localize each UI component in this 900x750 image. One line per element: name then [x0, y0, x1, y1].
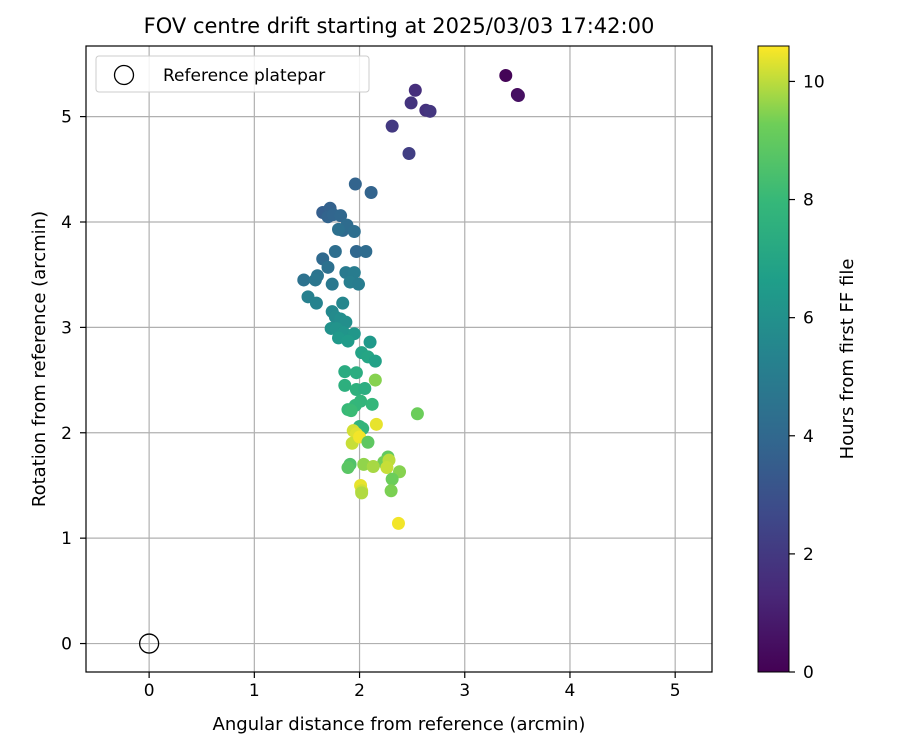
data-point — [365, 397, 379, 411]
data-point — [404, 96, 418, 110]
data-point — [366, 459, 380, 473]
data-point — [332, 222, 346, 236]
data-point — [334, 209, 348, 223]
data-point — [384, 484, 398, 498]
data-point — [423, 104, 437, 118]
data-point — [297, 273, 311, 287]
x-tick-label: 3 — [459, 681, 470, 701]
data-point — [336, 296, 350, 310]
x-tick-label: 0 — [144, 681, 155, 701]
colorbar-tick-label: 6 — [803, 309, 814, 329]
x-tick-label: 5 — [670, 681, 681, 701]
data-point — [341, 461, 355, 475]
data-point — [321, 260, 335, 274]
data-point — [363, 335, 377, 349]
data-point — [358, 382, 372, 396]
data-point — [368, 373, 382, 387]
data-point — [344, 404, 358, 418]
y-tick-label: 1 — [61, 529, 72, 549]
x-axis-label: Angular distance from reference (arcmin) — [213, 714, 586, 735]
data-point — [325, 277, 339, 291]
y-tick-label: 4 — [61, 213, 72, 233]
y-tick-label: 5 — [61, 108, 72, 128]
data-point — [348, 177, 362, 191]
plot-frame — [85, 45, 713, 673]
data-point — [308, 273, 322, 287]
data-point — [341, 334, 355, 348]
colorbar-tick-label: 4 — [803, 427, 814, 447]
x-axis-ticks: 0 1 2 3 4 5 — [144, 672, 681, 701]
y-axis-ticks: 0 1 2 3 4 5 — [61, 108, 86, 655]
y-axis-label: Rotation from reference (arcmin) — [29, 211, 50, 507]
x-tick-label: 4 — [565, 681, 576, 701]
data-point — [339, 315, 353, 329]
data-point — [385, 472, 399, 486]
y-tick-label: 2 — [61, 424, 72, 444]
data-point — [385, 119, 399, 133]
data-point — [368, 354, 382, 368]
data-points — [297, 69, 525, 530]
data-point — [402, 146, 416, 160]
colorbar: 0 2 4 6 8 10 Hours from first FF file — [757, 45, 858, 683]
data-point — [349, 366, 363, 380]
legend: Reference platepar — [95, 55, 370, 93]
y-tick-label: 0 — [61, 635, 72, 655]
legend-hollow-circle-icon — [113, 64, 135, 86]
data-point — [408, 83, 422, 97]
x-tick-label: 1 — [249, 681, 260, 701]
colorbar-tick-label: 0 — [803, 663, 814, 683]
data-point — [349, 245, 363, 259]
data-point — [361, 435, 375, 449]
data-point — [380, 461, 394, 475]
x-tick-label: 2 — [354, 681, 365, 701]
data-point — [499, 69, 513, 83]
data-point — [338, 378, 352, 392]
colorbar-ticks: 0 2 4 6 8 10 — [789, 72, 825, 683]
colorbar-tick-label: 2 — [803, 545, 814, 565]
data-point — [347, 224, 361, 238]
grid-lines — [86, 46, 712, 672]
colorbar-gradient — [757, 45, 790, 673]
data-point — [328, 245, 342, 259]
data-point — [338, 365, 352, 379]
reference-platepar-marker — [138, 633, 160, 654]
data-point — [359, 245, 373, 259]
legend-entry-label: Reference platepar — [163, 66, 325, 86]
data-point — [410, 407, 424, 421]
y-tick-label: 3 — [61, 318, 72, 338]
data-point — [511, 89, 525, 103]
data-point — [309, 296, 323, 310]
colorbar-label: Hours from first FF file — [837, 259, 858, 460]
reference-marker-layer — [138, 633, 160, 654]
data-point — [355, 486, 369, 500]
legend-box — [95, 55, 370, 93]
chart-title: FOV centre drift starting at 2025/03/03 … — [144, 14, 655, 38]
colorbar-tick-label: 10 — [803, 72, 825, 92]
data-point — [369, 417, 383, 431]
colorbar-tick-label: 8 — [803, 191, 814, 211]
data-point — [351, 277, 365, 291]
data-point — [364, 185, 378, 199]
data-point — [391, 516, 405, 530]
